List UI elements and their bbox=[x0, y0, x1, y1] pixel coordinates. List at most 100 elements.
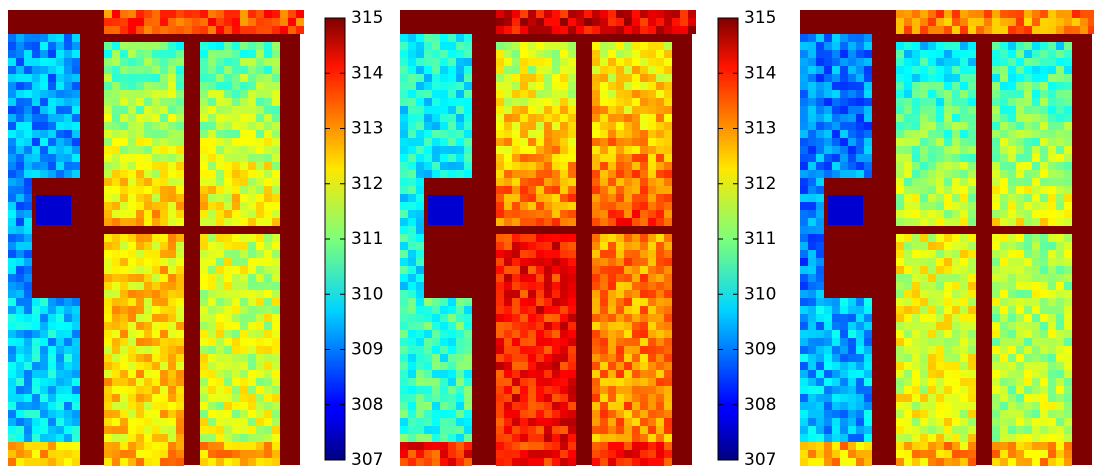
image-cell bbox=[456, 34, 464, 42]
image-cell bbox=[832, 370, 840, 378]
image-cell bbox=[1064, 458, 1072, 466]
image-cell bbox=[104, 130, 112, 138]
image-cell bbox=[64, 338, 72, 346]
image-cell bbox=[640, 274, 648, 282]
image-cell bbox=[528, 98, 536, 106]
image-cell bbox=[512, 74, 520, 82]
image-cell bbox=[168, 274, 176, 282]
image-cell bbox=[512, 170, 520, 178]
image-cell bbox=[960, 306, 968, 314]
image-cell bbox=[640, 122, 648, 130]
image-cell bbox=[1008, 42, 1016, 50]
image-cell bbox=[416, 146, 424, 154]
image-cell bbox=[952, 306, 960, 314]
image-cell bbox=[560, 418, 568, 426]
image-cell bbox=[160, 106, 168, 114]
image-cell bbox=[1040, 50, 1048, 58]
image-cell bbox=[624, 194, 632, 202]
image-cell bbox=[120, 82, 128, 90]
image-cell bbox=[32, 74, 40, 82]
image-cell bbox=[1040, 354, 1048, 362]
image-cell bbox=[216, 362, 224, 370]
image-cell bbox=[800, 50, 808, 58]
image-cell bbox=[1032, 122, 1040, 130]
image-cell bbox=[136, 258, 144, 266]
image-cell bbox=[848, 330, 856, 338]
image-cell bbox=[448, 306, 456, 314]
image-cell bbox=[544, 298, 552, 306]
image-cell bbox=[168, 58, 176, 66]
image-cell bbox=[1040, 10, 1048, 18]
image-cell bbox=[1024, 74, 1032, 82]
image-cell bbox=[536, 314, 544, 322]
image-cell bbox=[1008, 66, 1016, 74]
image-cell bbox=[648, 450, 656, 458]
image-cell bbox=[568, 386, 576, 394]
thermal-images bbox=[8, 10, 1094, 466]
image-cell bbox=[256, 402, 264, 410]
image-cell bbox=[200, 354, 208, 362]
image-cell bbox=[136, 218, 144, 226]
image-cell bbox=[808, 330, 816, 338]
image-cell bbox=[24, 138, 32, 146]
image-cell bbox=[424, 418, 432, 426]
image-cell bbox=[944, 114, 952, 122]
image-cell bbox=[1016, 114, 1024, 122]
image-cell bbox=[264, 26, 272, 34]
image-cell bbox=[608, 178, 616, 186]
image-cell bbox=[1008, 306, 1016, 314]
image-cell bbox=[960, 322, 968, 330]
image-cell bbox=[536, 290, 544, 298]
image-cell bbox=[1032, 74, 1040, 82]
image-cell bbox=[528, 338, 536, 346]
image-cell bbox=[616, 258, 624, 266]
image-cell bbox=[1064, 218, 1072, 226]
image-cell bbox=[960, 418, 968, 426]
image-cell bbox=[400, 258, 408, 266]
image-cell bbox=[1016, 354, 1024, 362]
image-cell bbox=[1056, 298, 1064, 306]
image-cell bbox=[920, 10, 928, 18]
image-cell bbox=[456, 394, 464, 402]
image-cell bbox=[232, 282, 240, 290]
image-cell bbox=[24, 282, 32, 290]
image-cell bbox=[432, 90, 440, 98]
image-cell bbox=[216, 346, 224, 354]
image-cell bbox=[1000, 378, 1008, 386]
image-cell bbox=[120, 298, 128, 306]
image-cell bbox=[160, 362, 168, 370]
image-cell bbox=[160, 330, 168, 338]
image-cell bbox=[536, 122, 544, 130]
image-cell bbox=[56, 130, 64, 138]
image-cell bbox=[896, 154, 904, 162]
image-cell bbox=[1032, 50, 1040, 58]
image-cell bbox=[24, 162, 32, 170]
image-cell bbox=[264, 186, 272, 194]
image-cell bbox=[256, 330, 264, 338]
image-cell bbox=[648, 130, 656, 138]
image-cell bbox=[904, 90, 912, 98]
image-cell bbox=[400, 394, 408, 402]
image-cell bbox=[808, 378, 816, 386]
image-cell bbox=[432, 410, 440, 418]
image-cell bbox=[536, 202, 544, 210]
image-cell bbox=[1024, 18, 1032, 26]
image-cell bbox=[824, 146, 832, 154]
image-cell bbox=[848, 418, 856, 426]
image-cell bbox=[944, 90, 952, 98]
image-cell bbox=[448, 386, 456, 394]
image-cell bbox=[536, 330, 544, 338]
image-cell bbox=[272, 250, 280, 258]
image-cell bbox=[536, 426, 544, 434]
image-cell bbox=[1056, 18, 1064, 26]
image-cell bbox=[56, 90, 64, 98]
image-cell bbox=[952, 402, 960, 410]
image-cell bbox=[200, 306, 208, 314]
image-cell bbox=[512, 338, 520, 346]
image-cell bbox=[896, 258, 904, 266]
image-cell bbox=[960, 338, 968, 346]
image-cell bbox=[408, 410, 416, 418]
image-cell bbox=[1000, 66, 1008, 74]
image-cell bbox=[1032, 386, 1040, 394]
image-cell bbox=[512, 82, 520, 90]
